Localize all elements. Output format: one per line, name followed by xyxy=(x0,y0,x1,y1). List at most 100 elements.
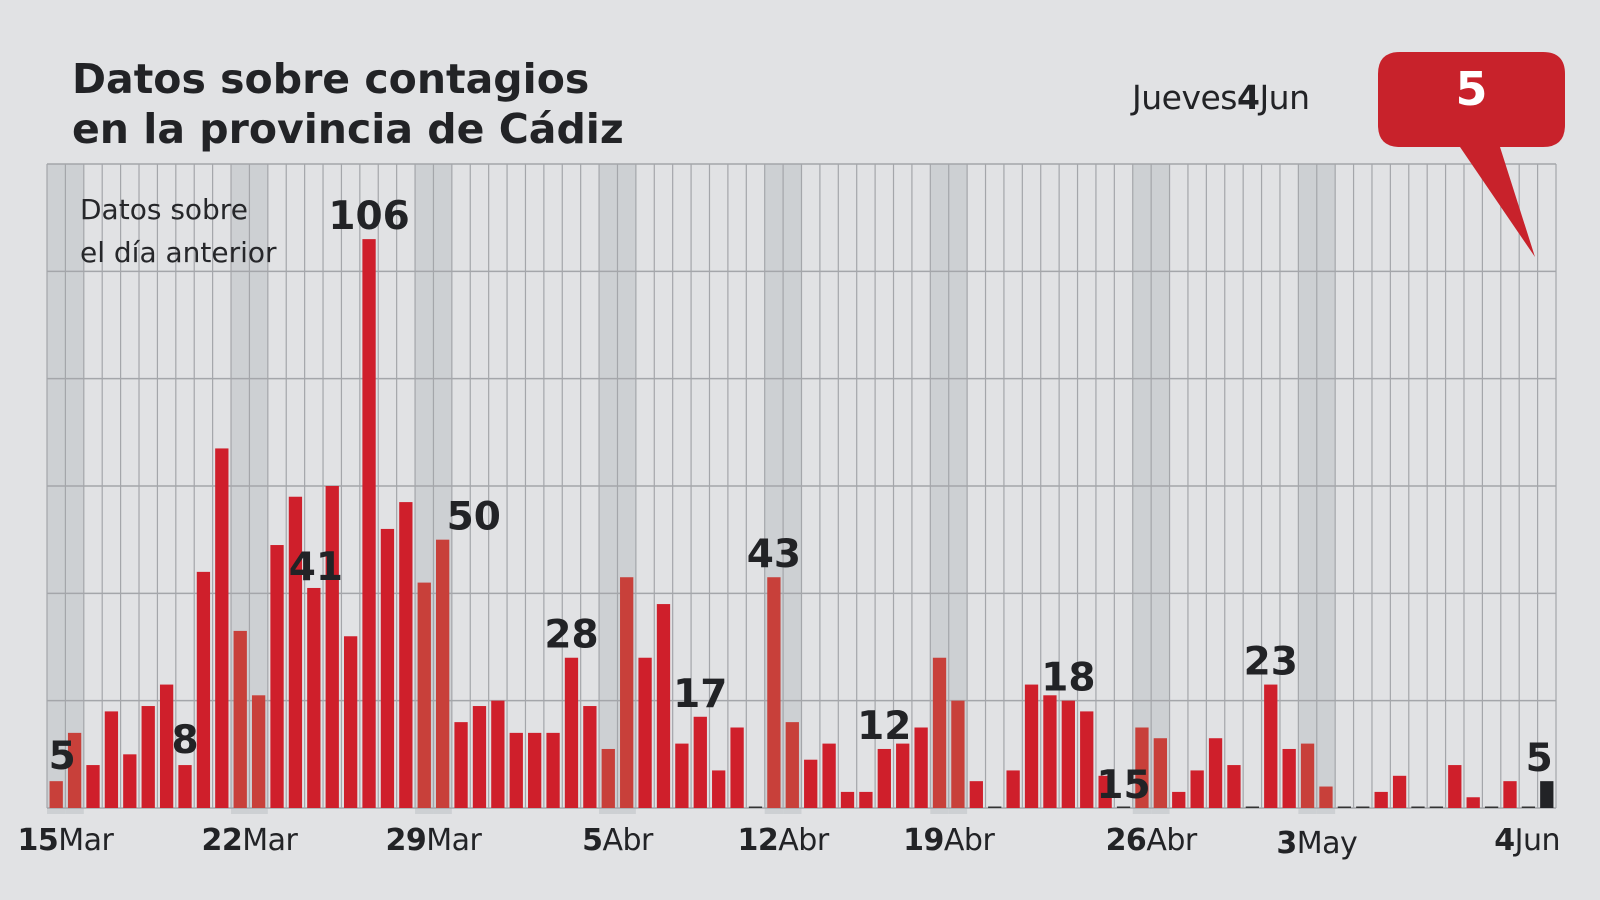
bar xyxy=(583,706,597,808)
bar xyxy=(1006,770,1020,808)
x-tick-month: Abr xyxy=(944,823,996,858)
bar xyxy=(1300,743,1315,808)
title-line-2: en la provincia de Cádiz xyxy=(72,105,624,153)
subtitle-line-2: el día anterior xyxy=(80,236,277,269)
bar xyxy=(693,716,707,808)
bar xyxy=(877,748,891,808)
bar xyxy=(270,545,284,808)
x-tick-label: 19Abr xyxy=(903,823,995,858)
zero-bar-marker xyxy=(1429,806,1444,808)
bar xyxy=(767,577,781,808)
bar xyxy=(104,711,119,808)
data-label: 5 xyxy=(49,734,76,779)
callout-bubble xyxy=(1378,52,1565,257)
bar xyxy=(932,657,947,808)
bar xyxy=(472,706,487,808)
data-label: 15 xyxy=(1096,763,1150,808)
x-tick-day: 5 xyxy=(582,823,602,858)
bar xyxy=(233,630,247,808)
bar xyxy=(1135,727,1149,808)
bar xyxy=(969,781,983,808)
bar xyxy=(67,732,82,808)
x-tick-day: 26 xyxy=(1106,823,1147,858)
data-label: 106 xyxy=(328,194,409,239)
x-tick-label: 4Jun xyxy=(1494,823,1560,858)
bar xyxy=(178,765,192,808)
x-tick-day: 22 xyxy=(201,823,242,858)
bar xyxy=(288,496,303,808)
zero-bar-marker xyxy=(1116,806,1131,808)
bar xyxy=(1540,781,1554,808)
shaded-column xyxy=(1298,164,1317,814)
shaded-column xyxy=(47,164,66,814)
bar xyxy=(196,571,211,808)
x-tick-month: Jun xyxy=(1513,823,1560,858)
bar xyxy=(1264,684,1278,808)
data-label: 43 xyxy=(747,532,801,577)
title-line-1: Datos sobre contagios xyxy=(72,55,590,103)
bar xyxy=(712,770,726,808)
x-tick-label: 12Abr xyxy=(738,823,830,858)
x-tick-label: 26Abr xyxy=(1106,823,1198,858)
shaded-column xyxy=(1151,164,1170,814)
bar xyxy=(380,528,395,808)
x-tick-month: May xyxy=(1297,826,1358,861)
bar xyxy=(1080,711,1094,808)
bar xyxy=(491,700,505,808)
x-tick-day: 12 xyxy=(738,823,779,858)
data-label: 12 xyxy=(857,704,911,749)
bar xyxy=(730,727,744,808)
shaded-column xyxy=(249,164,268,814)
bar xyxy=(454,722,468,808)
bar xyxy=(546,732,560,808)
x-tick-day: 4 xyxy=(1494,823,1514,858)
x-tick-day: 19 xyxy=(903,823,944,858)
bar xyxy=(638,657,652,808)
data-label: 28 xyxy=(544,613,598,658)
date-month: Jun xyxy=(1259,78,1310,117)
zero-bar-marker xyxy=(1356,806,1370,808)
x-tick-month: Mar xyxy=(58,823,114,858)
callout-value: 5 xyxy=(1455,62,1488,116)
zero-bar-marker xyxy=(748,806,763,808)
bar xyxy=(804,759,818,808)
bar xyxy=(859,791,873,808)
shaded-column xyxy=(65,164,84,814)
data-label: 17 xyxy=(673,672,727,717)
date-day: 4 xyxy=(1236,78,1260,117)
bar xyxy=(1227,765,1241,808)
data-label: 8 xyxy=(171,718,198,763)
date-weekday: Jueves xyxy=(1132,78,1237,117)
bar xyxy=(675,743,689,808)
bar xyxy=(159,684,174,808)
date-label: Jueves4Jun xyxy=(1132,78,1310,117)
bar xyxy=(1208,738,1223,808)
bar xyxy=(1043,695,1057,808)
subtitle-line-1: Datos sobre xyxy=(80,193,248,226)
bar xyxy=(528,732,542,808)
bar xyxy=(564,657,579,808)
x-tick-month: Abr xyxy=(602,823,654,858)
data-label: 50 xyxy=(447,495,501,540)
zero-bar-marker xyxy=(1484,806,1499,808)
bar xyxy=(1153,738,1167,808)
bar xyxy=(840,791,855,808)
bar xyxy=(86,765,100,808)
bar xyxy=(656,604,671,808)
bar xyxy=(141,706,155,808)
x-tick-label: 3May xyxy=(1276,826,1357,861)
bar xyxy=(343,636,358,808)
x-tick-label: 29Mar xyxy=(386,823,483,858)
bar xyxy=(49,781,63,808)
data-label: 41 xyxy=(289,545,343,590)
data-label: 5 xyxy=(1526,736,1553,781)
bar xyxy=(399,502,413,808)
bar xyxy=(1392,775,1407,808)
x-tick-label: 22Mar xyxy=(201,823,298,858)
x-tick-label: 15Mar xyxy=(17,823,114,858)
bar xyxy=(951,700,965,808)
x-tick-day: 29 xyxy=(386,823,427,858)
bar xyxy=(325,486,339,808)
bar xyxy=(1024,684,1039,808)
shaded-column xyxy=(599,164,618,814)
